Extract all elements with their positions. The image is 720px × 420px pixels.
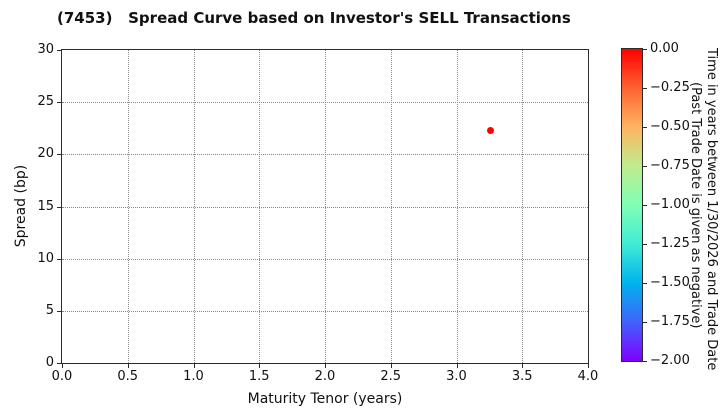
- colorbar-tick-mark: [643, 322, 647, 323]
- colorbar-tick-mark: [643, 166, 647, 167]
- y-tick-mark: [57, 154, 61, 156]
- colorbar-label-line1: Time in years between 1/30/2026 and Trad…: [704, 48, 719, 371]
- colorbar-label: Time in years between 1/30/2026 and Trad…: [685, 48, 719, 371]
- x-tick-label: 3.5: [511, 369, 533, 384]
- x-tick-label: 3.0: [446, 369, 467, 384]
- colorbar-tick-label: −0.25: [650, 80, 690, 95]
- x-tick-label: 0.5: [117, 369, 139, 384]
- colorbar-tick-mark: [643, 49, 647, 50]
- y-tick-label: 15: [37, 198, 54, 214]
- gridline-horizontal: [62, 258, 588, 260]
- data-point: [487, 126, 495, 134]
- chart-title: (7453) Spread Curve based on Investor's …: [57, 9, 571, 27]
- colorbar-tick-label: −0.75: [650, 158, 690, 173]
- y-tick-mark: [57, 258, 61, 260]
- y-tick-mark: [57, 363, 61, 364]
- y-tick-label: 5: [45, 302, 54, 318]
- y-tick-label: 25: [37, 94, 54, 110]
- y-tick-mark: [57, 102, 61, 104]
- colorbar-tick-label: −1.00: [650, 197, 690, 212]
- x-tick-mark: [390, 364, 392, 368]
- x-tick-label: 2.0: [314, 369, 336, 384]
- plot-area: [61, 49, 589, 364]
- x-tick-mark: [325, 364, 326, 368]
- x-tick-label: 1.0: [183, 369, 204, 384]
- y-tick-mark: [57, 50, 61, 51]
- colorbar-tick-mark: [643, 205, 647, 206]
- colorbar-tick-label: −2.00: [650, 353, 690, 368]
- x-tick-mark: [62, 364, 63, 368]
- x-tick-label: 2.5: [380, 369, 402, 384]
- x-tick-label: 0.0: [51, 369, 73, 384]
- y-axis-label: Spread (bp): [13, 164, 29, 248]
- colorbar-label-line2: (Past Trade Date is given as negative): [688, 81, 703, 329]
- y-tick-label: 30: [37, 42, 54, 57]
- gridline-horizontal: [62, 310, 588, 312]
- colorbar-tick-label: −1.25: [650, 236, 690, 251]
- colorbar-tick-mark: [643, 361, 647, 362]
- x-tick-mark: [127, 364, 129, 368]
- y-tick-label: 0: [45, 355, 54, 370]
- colorbar-tick-mark: [643, 244, 647, 245]
- colorbar-tick-label: −0.50: [650, 119, 690, 134]
- x-axis-label: Maturity Tenor (years): [247, 391, 403, 407]
- x-tick-mark: [456, 364, 458, 368]
- colorbar-tick-label: 0.00: [650, 41, 679, 56]
- colorbar-tick-mark: [643, 127, 647, 128]
- x-tick-mark: [259, 364, 261, 368]
- gridline-horizontal: [62, 206, 588, 208]
- colorbar-tick-mark: [643, 283, 647, 284]
- y-tick-label: 20: [37, 146, 54, 162]
- y-tick-label: 10: [37, 250, 54, 266]
- gridline-horizontal: [62, 102, 588, 104]
- x-tick-mark: [193, 364, 195, 368]
- y-tick-mark: [57, 310, 61, 312]
- y-tick-mark: [57, 206, 61, 208]
- x-tick-mark: [522, 364, 524, 368]
- colorbar-tick-label: −1.50: [650, 275, 690, 290]
- colorbar: [621, 48, 643, 362]
- gridline-horizontal: [62, 154, 588, 156]
- colorbar-tick-mark: [643, 88, 647, 89]
- x-tick-label: 1.5: [248, 369, 270, 384]
- colorbar-tick-label: −1.75: [650, 314, 690, 329]
- x-tick-mark: [588, 364, 589, 368]
- x-tick-label: 4.0: [577, 369, 599, 384]
